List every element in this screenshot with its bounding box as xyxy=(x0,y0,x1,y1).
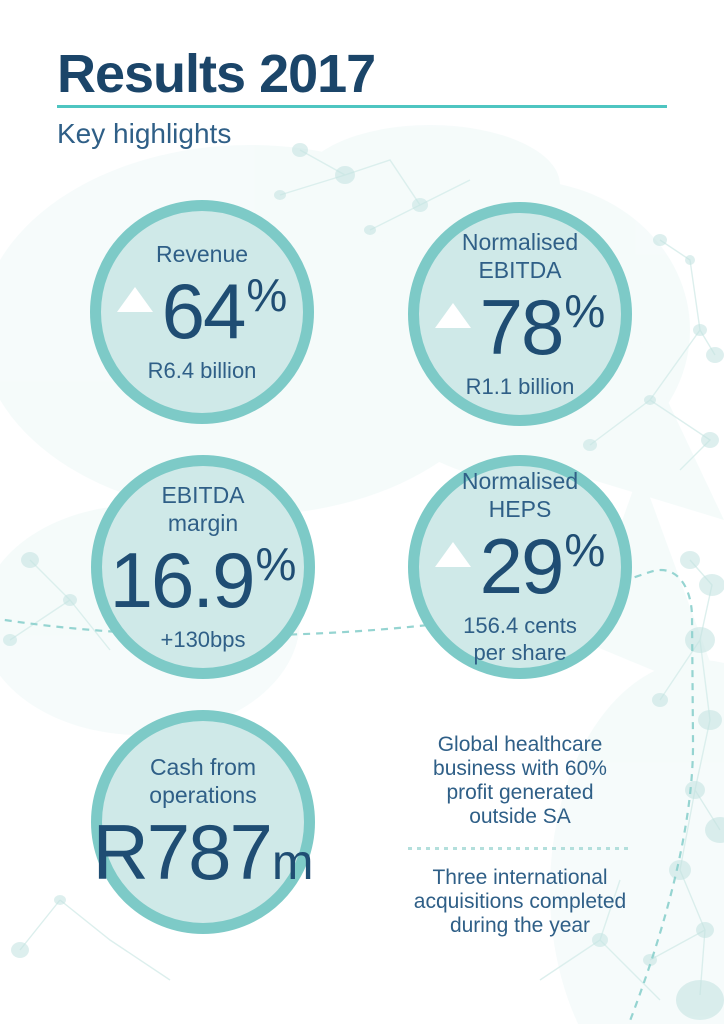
metric-value-row: 78 % xyxy=(434,282,606,371)
metric-label-line: HEPS xyxy=(488,496,552,523)
metric-label-line: operations xyxy=(149,782,257,808)
metric-value: 78 xyxy=(479,282,565,371)
metric-badge-cash-from-operations: Cash from operations R787 m xyxy=(91,710,315,934)
metric-subtext-line: per share xyxy=(473,640,567,666)
metric-subtext: +130bps xyxy=(160,627,245,654)
note-line: business with 60% xyxy=(433,757,607,781)
metric-badge-normalised-heps: Normalised HEPS 29 % 156.4 cents per sha… xyxy=(408,455,632,679)
metric-label-line: EBITDA xyxy=(478,256,562,283)
metric-badge-normalised-ebitda: Normalised EBITDA 78 % R1.1 billion xyxy=(408,202,632,426)
metric-label: Normalised EBITDA xyxy=(462,228,578,284)
metric-value-row: 29 % xyxy=(434,522,606,611)
metric-badge-ebitda-margin: EBITDA margin 16.9 % +130bps xyxy=(91,455,315,679)
metric-label-line: Normalised xyxy=(461,468,579,495)
title-underline xyxy=(57,105,667,108)
metric-label: Revenue xyxy=(156,240,248,268)
metric-label: Normalised HEPS xyxy=(462,467,578,523)
metric-subtext-line: 156.4 cents xyxy=(463,613,577,639)
metric-unit: % xyxy=(255,537,297,590)
metric-value: 64 xyxy=(161,266,247,355)
metric-label-line: Revenue xyxy=(155,240,249,267)
note-line: profit generated xyxy=(446,781,594,805)
increase-arrow-icon xyxy=(434,542,471,568)
note-line: acquisitions completed xyxy=(413,889,627,913)
page-title: Results 2017 xyxy=(57,44,376,104)
note-acquisitions: Three international acquisitions complet… xyxy=(396,866,644,938)
metric-unit: % xyxy=(564,524,606,577)
notes-divider xyxy=(408,846,632,850)
note-line: during the year xyxy=(449,913,591,937)
metric-label-line: margin xyxy=(167,509,239,536)
metric-unit: % xyxy=(564,284,606,337)
metric-subtext: 156.4 cents per share xyxy=(463,613,577,667)
note-line: Global healthcare xyxy=(437,733,603,756)
note-global-healthcare: Global healthcare business with 60% prof… xyxy=(396,733,644,830)
metric-value: 29 xyxy=(479,522,565,611)
metric-label: Cash from operations xyxy=(149,753,256,809)
metric-value: 16.9 xyxy=(109,535,256,624)
metric-value-row: 64 % xyxy=(116,266,288,355)
increase-arrow-icon xyxy=(116,286,153,312)
metric-label-line: EBITDA xyxy=(161,481,245,508)
metric-unit: % xyxy=(246,268,288,321)
note-line: outside SA xyxy=(469,805,571,829)
metric-subtext-line: +130bps xyxy=(160,626,246,652)
note-line: Three international xyxy=(432,865,608,889)
page-subtitle: Key highlights xyxy=(57,118,232,149)
metric-subtext: R1.1 billion xyxy=(466,374,575,401)
increase-arrow-icon xyxy=(434,302,471,328)
metric-value-row: R787 m xyxy=(92,813,313,891)
metric-subtext-line: R6.4 billion xyxy=(147,357,257,383)
metric-value: R787 xyxy=(92,808,272,897)
metric-subtext: R6.4 billion xyxy=(148,358,257,385)
metric-value-row: 16.9 % xyxy=(110,541,297,619)
metric-label: EBITDA margin xyxy=(161,481,244,537)
highlights-notes: Global healthcare business with 60% prof… xyxy=(396,733,644,938)
metric-subtext-line: R1.1 billion xyxy=(465,373,575,399)
metric-label-line: Normalised xyxy=(461,228,579,255)
metric-unit: m xyxy=(271,834,314,891)
metric-label-line: Cash from xyxy=(149,753,257,780)
metric-badge-revenue: Revenue 64 % R6.4 billion xyxy=(90,200,314,424)
